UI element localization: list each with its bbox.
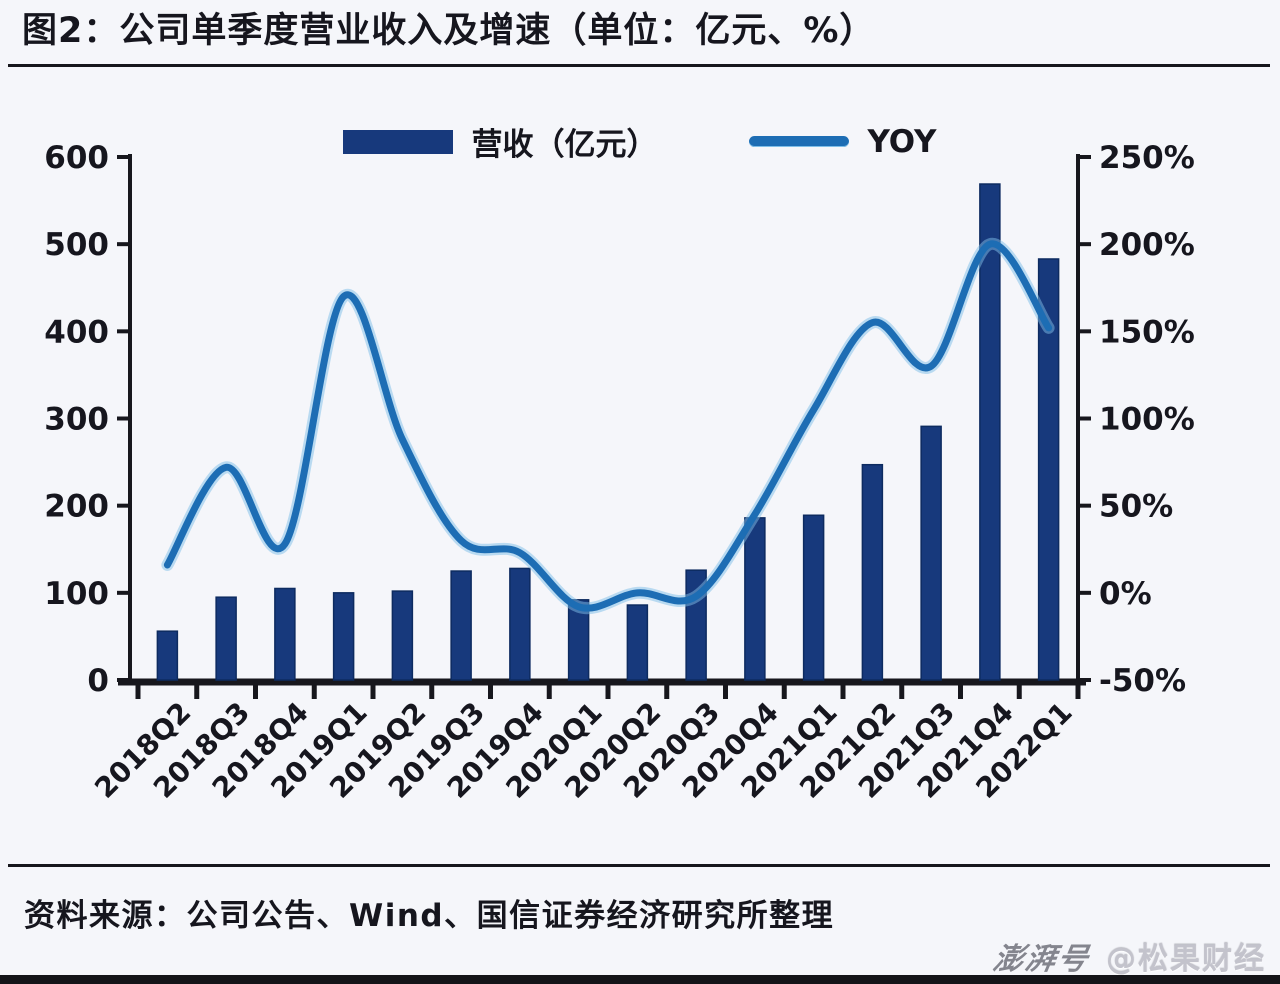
y-tick-label-right: 200% <box>1099 227 1195 263</box>
yoy-legend-label: YOY <box>867 123 937 160</box>
revenue-bar <box>156 630 179 681</box>
revenue-bar <box>1037 258 1060 681</box>
revenue-bar-swatch <box>343 129 454 154</box>
revenue-legend-label: 营收（亿元） <box>471 127 658 163</box>
revenue-bar <box>979 183 1001 681</box>
watermark-account: @松果财经 <box>1106 942 1266 977</box>
watermark: 澎湃号 @松果财经 <box>990 934 1266 978</box>
y-tick-label-left: 0 <box>87 663 109 699</box>
y-tick-label-left: 600 <box>44 140 109 176</box>
revenue-bar <box>215 596 237 681</box>
revenue-bar <box>920 425 942 681</box>
y-tick-label-right: -50% <box>1099 663 1186 699</box>
source-note: 资料来源：公司公告、Wind、国信证券经济研究所整理 <box>24 898 835 934</box>
y-tick-label-left: 100 <box>44 576 109 612</box>
revenue-bar <box>567 599 590 681</box>
y-tick-label-left: 200 <box>44 489 109 525</box>
y-tick-label-right: 0% <box>1099 576 1152 612</box>
watermark-brand-logo: 澎湃号 <box>990 942 1093 977</box>
y-tick-label-right: 150% <box>1099 314 1195 350</box>
revenue-bar <box>274 587 296 681</box>
y-tick-label-left: 500 <box>44 227 109 263</box>
y-tick-label-left: 400 <box>44 314 109 350</box>
revenue-bar <box>802 514 825 681</box>
revenue-bar <box>332 592 355 681</box>
yoy-line-swatch <box>749 136 850 147</box>
yoy-line-halo <box>161 238 1055 615</box>
revenue-bar <box>861 463 884 681</box>
yoy-line <box>163 240 1053 612</box>
legend-item-revenue: 营收（亿元） <box>343 119 657 164</box>
y-tick-label-right: 250% <box>1099 140 1195 176</box>
legend-item-yoy: YOY <box>749 123 937 160</box>
y-tick-label-right: 100% <box>1099 402 1195 438</box>
revenue-bar <box>626 604 649 681</box>
revenue-bar <box>450 570 472 681</box>
y-tick-label-right: 50% <box>1099 489 1173 525</box>
bottom-edge-strip <box>0 975 1280 984</box>
revenue-bar <box>744 517 766 681</box>
title-divider <box>8 64 1270 67</box>
y-tick-label-left: 300 <box>44 402 109 438</box>
revenue-bar <box>391 590 414 681</box>
revenue-bar <box>509 567 531 681</box>
source-divider <box>8 864 1270 867</box>
chart-legend: 营收（亿元） YOY <box>0 119 1280 164</box>
chart-title: 图2：公司单季度营业收入及增速（单位：亿元、%） <box>22 11 876 51</box>
